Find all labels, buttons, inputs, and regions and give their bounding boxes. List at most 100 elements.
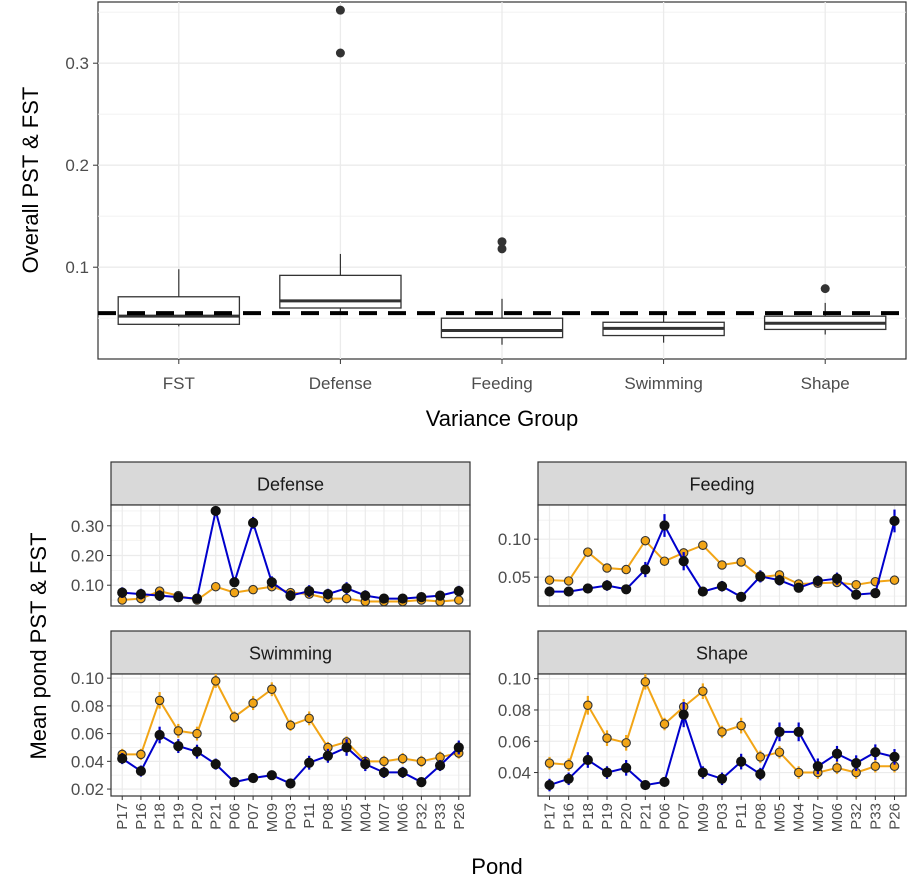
data-point [434, 760, 446, 771]
data-point [248, 517, 259, 528]
data-point [659, 776, 670, 788]
data-point [812, 761, 823, 772]
x-tick-label: M09 [695, 803, 712, 832]
data-point [716, 773, 728, 784]
outlier-point [497, 237, 507, 247]
data-point [322, 589, 333, 600]
data-point [640, 535, 651, 546]
data-point [889, 575, 900, 585]
box-defense [279, 5, 402, 313]
x-tick-label: M04 [791, 803, 808, 832]
facet-strip [537, 461, 907, 506]
data-point [378, 593, 390, 604]
y-tick-label: 0.1 [65, 258, 89, 277]
data-point [379, 756, 389, 767]
y-tick-label: 0.2 [65, 156, 89, 175]
data-point [341, 583, 352, 594]
y-tick-label: 0.05 [498, 568, 531, 587]
data-point [248, 698, 258, 708]
facet-y-ticks: 0.04 0.06 0.08 0.10 [498, 670, 538, 783]
data-point [453, 586, 464, 597]
x-tick-label: P08 [752, 803, 769, 830]
data-point [621, 564, 631, 575]
data-point [453, 742, 464, 753]
data-point [397, 593, 408, 604]
facet-strip-label: Defense [257, 475, 324, 495]
data-point [736, 720, 746, 731]
box-fst [117, 269, 241, 327]
facet-gridlines [538, 674, 906, 796]
data-point [397, 753, 408, 764]
data-point [285, 720, 296, 731]
facet-panel-border [537, 504, 907, 607]
facet-x-ticks: P17 P16 P18 P19 P20 P21 P06 P07 M09 P03 P11 P08 M05 M… [114, 796, 468, 832]
y-tick-label: 0.10 [498, 530, 531, 549]
facet-x-ticks: P17 P16 P18 P19 P20 P21 P06 P07 M09 P03 P11 P08 M05 M… [542, 796, 904, 832]
y-tick-label: 0.04 [71, 752, 104, 771]
data-point [736, 591, 747, 602]
data-point [601, 580, 613, 591]
data-point [755, 769, 766, 780]
data-point [154, 695, 165, 706]
data-point [889, 515, 900, 527]
x-tick-label: P20 [189, 803, 206, 830]
data-point [851, 589, 862, 600]
data-point [229, 777, 240, 788]
data-point [831, 573, 843, 584]
data-point [870, 761, 881, 772]
x-tick-label: P20 [618, 803, 635, 830]
data-point [378, 767, 390, 778]
data-point [563, 586, 574, 597]
x-tick-label: P11 [301, 803, 318, 829]
data-point [544, 779, 555, 791]
data-point [360, 759, 371, 770]
data-point [304, 586, 315, 597]
data-point [229, 712, 240, 722]
facet-y-axis-title: Mean pond PST & FST [26, 532, 51, 759]
data-point [583, 547, 593, 557]
data-point [322, 750, 333, 761]
x-tick-label: P19 [170, 803, 187, 830]
y-tick-label: 0.3 [65, 54, 89, 73]
data-point [266, 577, 277, 588]
data-point [678, 556, 689, 567]
y-tick-label: 0.20 [71, 547, 104, 566]
x-tick-label: P06 [657, 803, 674, 830]
y-tick-label: 0.02 [71, 780, 104, 799]
x-tick-label: M05 [339, 803, 356, 832]
data-point [698, 686, 708, 696]
x-tick-label: P18 [580, 803, 597, 830]
box-swimming [602, 314, 725, 343]
data-point [304, 713, 314, 724]
x-tick-label: M06 [829, 803, 846, 832]
data-point [154, 729, 165, 741]
data-point [774, 726, 785, 737]
data-point [582, 754, 593, 766]
data-point [736, 756, 747, 767]
data-point [173, 740, 184, 752]
data-point [793, 767, 804, 778]
y-tick-label: 0.30 [71, 517, 104, 536]
data-point [154, 590, 165, 601]
y-tick-label: 0.10 [71, 576, 104, 595]
data-point [716, 581, 728, 592]
facet-strip [110, 630, 471, 675]
data-point [563, 773, 574, 784]
data-point [544, 758, 555, 768]
x-tick-label: Feeding [471, 374, 532, 393]
x-tick-label: P16 [561, 803, 578, 830]
data-point [621, 762, 632, 773]
outlier-point [820, 284, 830, 294]
boxplot-y-axis-title: Overall PST & FST [18, 87, 43, 274]
data-point [304, 757, 315, 768]
data-point [870, 747, 881, 758]
facet-strip [537, 630, 907, 675]
series-blue [117, 726, 464, 789]
x-tick-label: P07 [245, 803, 262, 830]
y-tick-label: 0.06 [498, 732, 531, 751]
data-point [621, 738, 631, 748]
data-point [812, 575, 823, 587]
data-point [191, 746, 203, 757]
facet-panels: Defense0.100.200.30Feeding0.050.10Swimmi… [71, 461, 907, 832]
